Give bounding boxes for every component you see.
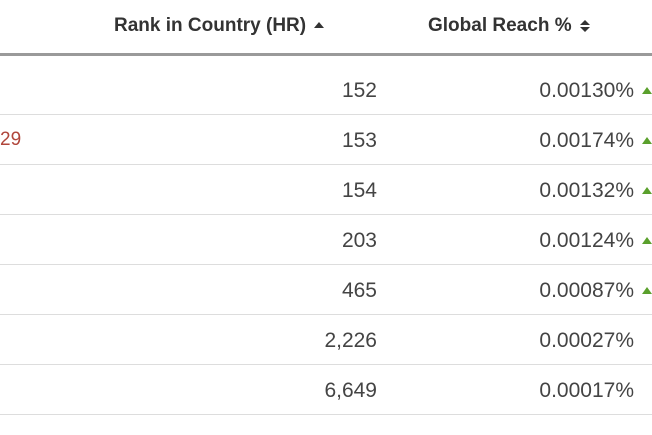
column-header-rank[interactable]: Rank in Country (HR) [114,15,325,37]
reach-value: 0.00087% [539,279,634,302]
table-row: 6,649 0.00017% [0,365,652,415]
reach-value: 0.00130% [539,79,634,102]
rank-value: 6,649 [324,379,377,402]
reach-value: 0.00124% [539,229,634,252]
sort-toggle-icon [579,20,590,32]
rank-value: 203 [341,229,377,252]
trend-up-icon [642,87,652,94]
rank-value: 153 [341,129,377,152]
sort-ascending-icon [314,22,325,28]
rank-value: 154 [341,179,377,202]
reach-value: 0.00017% [539,379,634,402]
table-header: Rank in Country (HR) Global Reach % [0,0,652,56]
table-row: 2,226 0.00027% [0,315,652,365]
trend-up-icon [642,187,652,194]
rank-value: 152 [341,79,377,102]
table-row: 154 0.00132% [0,165,652,215]
column-header-global-reach[interactable]: Global Reach % [428,15,590,37]
column-header-global-reach-label: Global Reach % [428,15,572,36]
reach-value: 0.00132% [539,179,634,202]
rank-value: 465 [341,279,377,302]
table-row: 203 0.00124% [0,215,652,265]
trend-up-icon [642,287,652,294]
reach-value: 0.00027% [539,329,634,352]
reach-value: 0.00174% [539,129,634,152]
column-header-rank-label: Rank in Country (HR) [114,15,307,36]
trend-up-icon [642,237,652,244]
rank-value: 2,226 [324,329,377,352]
table-row: 465 0.00087% [0,265,652,315]
row-link-text[interactable]: 29 [0,129,22,150]
table-row: 152 0.00130% [0,65,652,115]
table-row: 29 153 0.00174% [0,115,652,165]
trend-up-icon [642,137,652,144]
